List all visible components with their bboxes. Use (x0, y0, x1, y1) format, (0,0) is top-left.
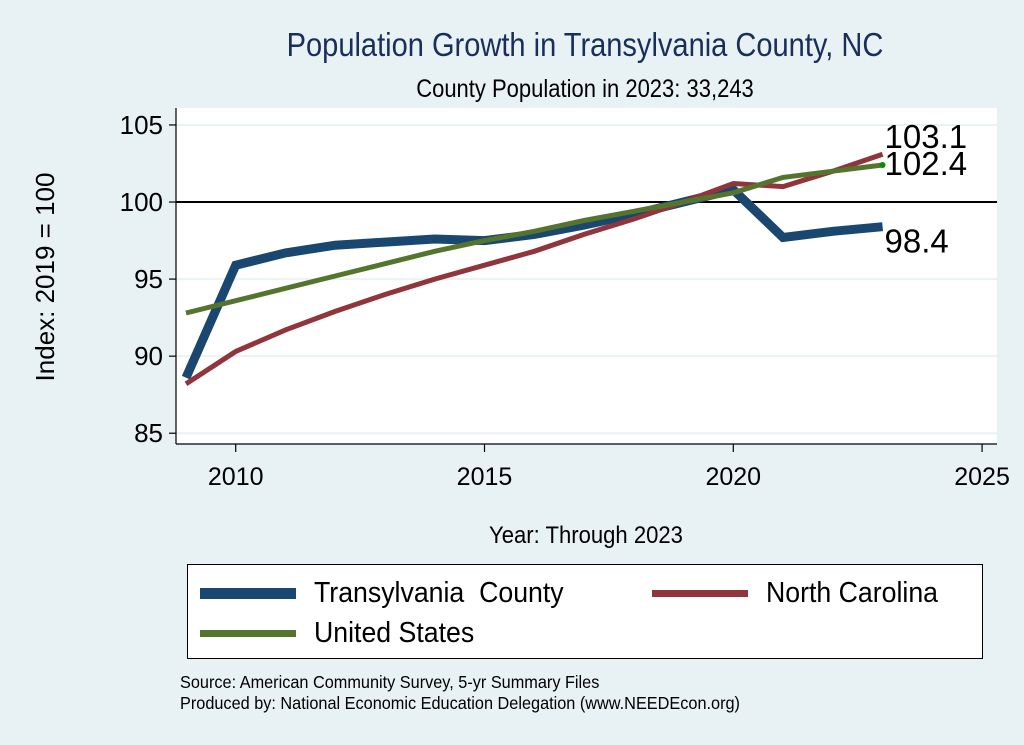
series-line-transylvania-county (181, 184, 884, 380)
y-tick-label: 90 (134, 341, 163, 371)
x-tick-label: 2020 (705, 463, 761, 491)
chart-title: Population Growth in Transylvania County… (286, 26, 884, 63)
legend-label: Transylvania County (314, 577, 564, 609)
end-value-label: 103.1 (885, 118, 968, 155)
x-tick-label: 2015 (457, 463, 513, 491)
series-line-united-states (185, 162, 883, 316)
legend-item-united-states: United States (200, 617, 488, 650)
x-tick-label: 2025 (954, 463, 1010, 491)
series-line-north-carolina (184, 151, 884, 386)
source-note: Source: American Community Survey, 5-yr … (180, 672, 600, 692)
legend-label: United States (314, 617, 475, 649)
y-tick-label: 105 (120, 110, 163, 140)
legend-item-transylvania: Transylvania County (200, 577, 585, 610)
legend-swatch-united-states (200, 630, 296, 637)
y-tick-label: 100 (120, 187, 163, 217)
x-tick-label: 2010 (208, 463, 264, 491)
legend-swatch-transylvania (200, 588, 296, 599)
x-axis-label: Year: Through 2023 (489, 521, 683, 548)
y-tick-label: 85 (134, 418, 163, 448)
end-value-label: 98.4 (885, 223, 949, 260)
legend: Transylvania County North Carolina Unite… (187, 564, 983, 659)
produced-by-note: Produced by: National Economic Education… (180, 693, 740, 713)
legend-swatch-north-carolina (652, 590, 748, 597)
line-chart: 85 90 95 100 105 2010 2015 2020 2025 98.4 103.110… (30, 108, 1010, 548)
series-end-marker (879, 162, 886, 169)
legend-item-north-carolina: North Carolina (652, 577, 953, 610)
y-axis-label: Index: 2019 = 100 (30, 173, 60, 382)
y-tick-label: 95 (134, 264, 163, 294)
chart-subtitle: County Population in 2023: 33,243 (416, 75, 754, 103)
legend-label: North Carolina (766, 577, 939, 609)
end-value-label: 102.4 (885, 145, 968, 182)
